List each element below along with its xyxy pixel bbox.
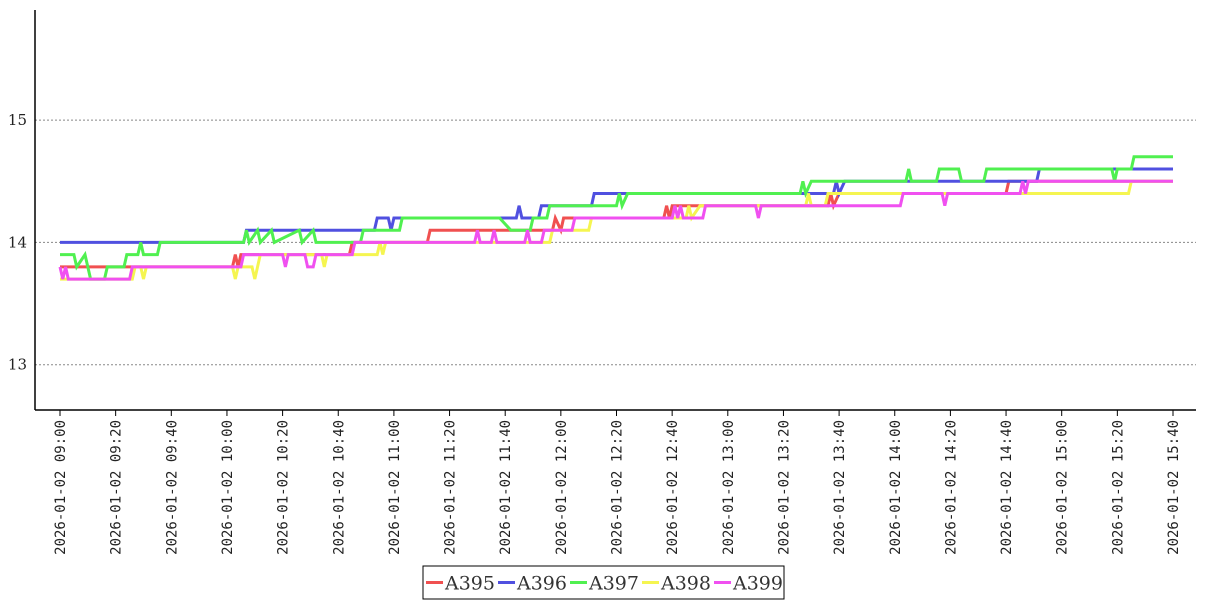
series-line-a398 (60, 179, 1173, 281)
x-axis-ticks: 2026-01-02 09:00 2026-01-02 09:20 2026-01-… (53, 410, 1182, 555)
series-line-a396 (60, 167, 1173, 244)
legend: A395 A396 A397 A398 A399 (422, 565, 785, 600)
legend-label-a397: A397 (588, 573, 639, 595)
x-tick-label: 2026-01-02 13:20 (776, 420, 792, 555)
x-tick-label: 2026-01-02 13:00 (721, 420, 737, 555)
x-tick-label: 2026-01-02 12:00 (554, 420, 570, 555)
legend-label-a396: A396 (516, 573, 567, 595)
y-tick-label: 14 (8, 233, 27, 251)
y-tick-label: 15 (8, 111, 27, 129)
x-tick-label: 2026-01-02 13:40 (832, 420, 848, 555)
x-tick-label: 2026-01-02 09:40 (164, 420, 180, 555)
x-tick-label: 2026-01-02 11:20 (443, 420, 459, 555)
x-tick-label: 2026-01-02 14:40 (999, 420, 1015, 555)
x-tick-label: 2026-01-02 15:20 (1110, 420, 1126, 555)
x-tick-label: 2026-01-02 10:00 (220, 420, 236, 555)
legend-label-a395: A395 (444, 573, 495, 595)
series-lines (58, 155, 1173, 281)
x-tick-label: 2026-01-02 12:20 (610, 420, 626, 555)
x-tick-label: 2026-01-02 10:40 (331, 420, 347, 555)
series-line-a395 (60, 179, 1173, 269)
x-tick-label: 2026-01-02 09:20 (109, 420, 125, 555)
x-tick-label: 2026-01-02 09:00 (53, 420, 69, 555)
x-tick-label: 2026-01-02 11:40 (498, 420, 514, 555)
x-tick-label: 2026-01-02 12:40 (665, 420, 681, 555)
series-line-a397 (60, 155, 1173, 281)
y-axis-ticks: 13 14 15 (8, 111, 27, 374)
legend-label-a398: A398 (660, 573, 711, 595)
series-line-a399 (58, 179, 1173, 281)
x-tick-label: 2026-01-02 15:40 (1166, 420, 1182, 555)
legend-label-a399: A399 (732, 573, 783, 595)
y-tick-label: 13 (8, 356, 27, 374)
x-tick-label: 2026-01-02 11:00 (387, 420, 403, 555)
x-tick-label: 2026-01-02 10:20 (276, 420, 292, 555)
x-tick-label: 2026-01-02 14:20 (943, 420, 959, 555)
x-tick-label: 2026-01-02 14:00 (888, 420, 904, 555)
x-tick-label: 2026-01-02 15:00 (1055, 420, 1071, 555)
